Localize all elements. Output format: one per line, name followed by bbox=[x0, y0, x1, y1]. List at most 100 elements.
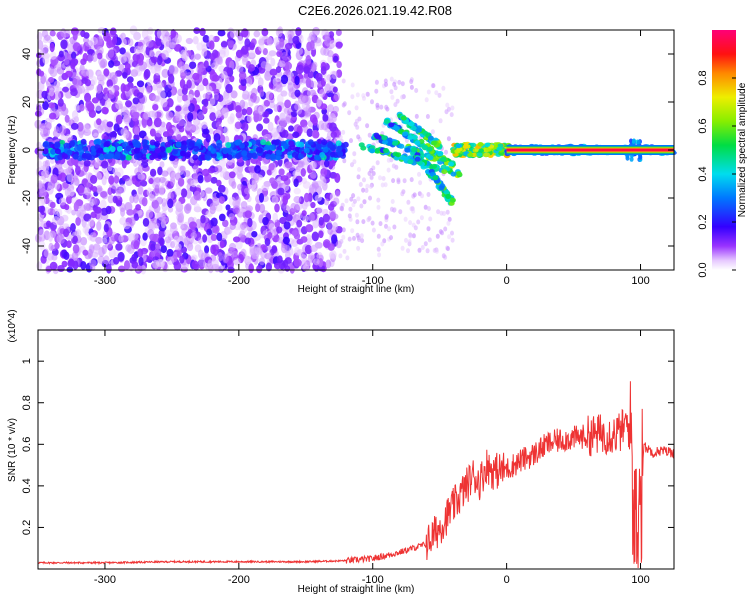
spectrogram-cell bbox=[228, 171, 236, 179]
spectrogram-cell bbox=[242, 90, 250, 100]
spectrogram-cell bbox=[147, 229, 155, 239]
spectrogram-cell bbox=[243, 187, 251, 195]
spectrogram-cell bbox=[108, 60, 115, 68]
spectrogram-cell bbox=[71, 209, 77, 216]
spectrogram-cell bbox=[149, 195, 156, 202]
spectrogram-cell bbox=[335, 28, 342, 37]
spectrogram-cell bbox=[241, 55, 249, 62]
spectrogram-cell bbox=[404, 147, 411, 153]
spectrogram-cell bbox=[115, 243, 123, 251]
spectrogram-cell bbox=[122, 84, 131, 92]
spectrogram-cell bbox=[107, 153, 114, 160]
spectrogram-cell bbox=[309, 161, 316, 171]
spectrogram-cell bbox=[157, 259, 166, 268]
spectrogram-cell bbox=[105, 241, 113, 249]
spectrogram-cell bbox=[272, 212, 279, 223]
spectrogram-cell bbox=[411, 147, 418, 153]
spectrogram-cell bbox=[57, 265, 65, 272]
spectrogram-cell bbox=[261, 28, 269, 37]
spectrogram-cell bbox=[93, 197, 99, 206]
spectrogram-cell bbox=[270, 57, 276, 67]
spectrogram-cell bbox=[179, 69, 187, 77]
spectrogram-cell bbox=[158, 229, 166, 238]
spectrogram-cell bbox=[319, 88, 326, 98]
spectrogram-cell bbox=[222, 253, 229, 264]
spectrogram-cell bbox=[407, 135, 414, 140]
spectrogram-cell bbox=[67, 45, 73, 55]
spectrogram-cell bbox=[113, 123, 120, 132]
snr-series-line bbox=[38, 381, 674, 569]
spectrogram-cell bbox=[106, 38, 113, 49]
spectrogram-cell bbox=[154, 66, 161, 76]
spectrogram-cell bbox=[284, 99, 292, 109]
spectrogram-x-ticks: -300 -200 -100 0 100 bbox=[94, 30, 650, 287]
spectrogram-cell bbox=[409, 79, 414, 85]
spectrogram-cell bbox=[293, 195, 302, 204]
spectrogram-cell bbox=[425, 114, 430, 119]
spectrogram-cell bbox=[305, 77, 312, 88]
spectrogram-cell bbox=[290, 202, 297, 213]
spectrogram-cell bbox=[333, 91, 341, 102]
snr-x-tick-label: 0 bbox=[504, 574, 510, 586]
spectrogram-cell bbox=[109, 72, 118, 79]
spectrogram-cell bbox=[288, 140, 295, 147]
spectrogram-cell bbox=[312, 26, 320, 36]
spectrogram-cell bbox=[119, 54, 127, 64]
spectrogram-cell bbox=[273, 131, 280, 141]
spectrogram-cell bbox=[425, 248, 430, 254]
spectrogram-cell bbox=[134, 167, 142, 176]
spectrogram-cell bbox=[113, 257, 120, 265]
spectrogram-cell bbox=[255, 146, 262, 153]
spectrogram-cell bbox=[231, 149, 238, 156]
spectrogram-cell bbox=[72, 244, 80, 254]
spectrogram-cell bbox=[145, 41, 154, 48]
spectrogram-cell bbox=[100, 237, 108, 244]
spectrogram-cell bbox=[233, 257, 241, 266]
spectrogram-cell bbox=[120, 207, 126, 217]
spectrogram-cell bbox=[234, 139, 241, 146]
spectrogram-cell bbox=[213, 88, 220, 95]
spectrogram-cell bbox=[350, 94, 355, 100]
spectrogram-cell bbox=[251, 176, 259, 184]
spectrogram-cell bbox=[248, 64, 256, 72]
spectrogram-cell bbox=[65, 195, 73, 205]
spectrogram-cell bbox=[470, 142, 477, 148]
spectrogram-cell bbox=[342, 248, 347, 254]
spectrogram-cell bbox=[316, 97, 322, 107]
spectrogram-cell bbox=[64, 114, 70, 123]
spectrogram-cell bbox=[278, 231, 285, 240]
spectrogram-cell bbox=[49, 261, 58, 271]
spectrogram-cell bbox=[54, 181, 61, 191]
spectrogram-cell bbox=[123, 115, 130, 123]
spectrogram-cell bbox=[122, 72, 128, 79]
spectrogram-cell bbox=[176, 94, 183, 103]
spectrogram-cell bbox=[210, 217, 218, 227]
spectrogram-cell bbox=[287, 34, 293, 42]
spectrogram-cell bbox=[390, 94, 395, 100]
spectrogram-cell bbox=[366, 217, 371, 223]
spectrogram-cell bbox=[352, 235, 356, 241]
spectrogram-cell bbox=[161, 50, 169, 60]
spectrogram-cell bbox=[408, 121, 415, 127]
spectrogram-cell bbox=[41, 44, 49, 55]
spectrogram-cell bbox=[106, 121, 114, 128]
spectrogram-cell bbox=[67, 259, 76, 268]
spectrogram-cell bbox=[431, 83, 436, 89]
spectrogram-cell bbox=[43, 34, 51, 41]
spectrogram-cell bbox=[332, 86, 338, 93]
spectrogram-cell bbox=[434, 90, 439, 96]
spectrogram-cell bbox=[50, 174, 58, 184]
spectrogram-cell bbox=[449, 197, 456, 203]
spectrogram-cell bbox=[238, 71, 247, 80]
spectrogram-cell bbox=[149, 222, 156, 229]
spectrogram-cell bbox=[152, 84, 158, 91]
spectrogram-cell bbox=[483, 152, 489, 158]
spectrogram-cell bbox=[311, 62, 317, 72]
spectrogram-cell bbox=[311, 231, 320, 242]
spectrogram-cell bbox=[82, 146, 89, 152]
spectrogram-cell bbox=[166, 256, 175, 265]
spectrogram-cell bbox=[297, 161, 304, 168]
spectrogram-cell bbox=[96, 52, 103, 60]
spectrogram-cell bbox=[223, 126, 229, 135]
spectrogram-cell bbox=[190, 196, 198, 206]
